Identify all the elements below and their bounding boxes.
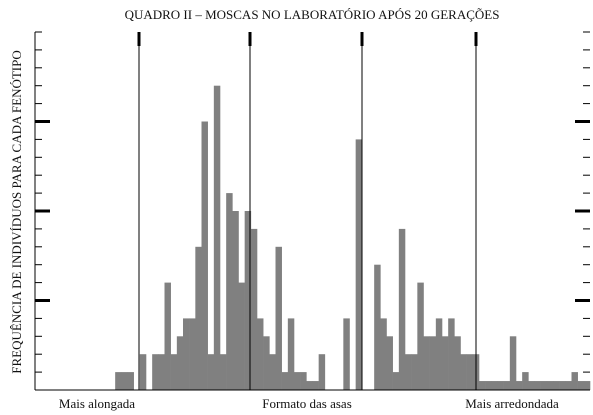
bar xyxy=(250,228,258,390)
bar xyxy=(115,372,122,390)
bar xyxy=(275,246,282,390)
bar xyxy=(281,372,289,390)
bar xyxy=(466,354,474,390)
bar xyxy=(522,372,529,390)
bar xyxy=(207,354,215,390)
bar xyxy=(479,381,486,390)
bar xyxy=(244,211,252,390)
x-label: Mais alongada xyxy=(59,396,135,411)
bar xyxy=(220,354,227,390)
bar xyxy=(460,354,467,390)
bar xyxy=(263,336,270,390)
bar xyxy=(448,318,455,390)
bar xyxy=(238,282,245,390)
bar xyxy=(355,139,363,390)
bar xyxy=(386,336,393,390)
bar xyxy=(454,336,461,390)
bar xyxy=(546,381,554,390)
bar xyxy=(435,318,443,390)
bar xyxy=(343,318,350,390)
bar xyxy=(559,381,566,390)
bar xyxy=(571,372,578,390)
bar xyxy=(183,318,190,390)
bar xyxy=(429,336,437,390)
chart-title: QUADRO II – MOSCAS NO LABORATÓRIO APÓS 2… xyxy=(125,7,500,22)
bar xyxy=(121,372,128,390)
bar xyxy=(374,264,381,390)
bar xyxy=(300,372,307,390)
bar xyxy=(170,354,178,390)
bar xyxy=(306,381,313,390)
bar xyxy=(257,318,264,390)
bar xyxy=(392,372,400,390)
bar xyxy=(127,372,134,390)
bar xyxy=(318,354,326,390)
bar xyxy=(139,354,147,390)
bar xyxy=(503,381,511,390)
bar xyxy=(423,336,430,390)
bar xyxy=(312,381,319,390)
bar xyxy=(380,318,387,390)
y-axis-label: FREQUÊNCIA DE INDIVÍDUOS PARA CADA FENÓT… xyxy=(9,50,24,373)
bar xyxy=(232,211,239,390)
bar xyxy=(417,282,424,390)
bar xyxy=(213,85,221,390)
bar xyxy=(442,336,449,390)
bar xyxy=(164,282,171,390)
x-label: Mais arredondada xyxy=(465,396,559,411)
bar xyxy=(534,381,541,390)
bar xyxy=(287,318,295,390)
bar xyxy=(269,354,276,390)
bar xyxy=(540,381,548,390)
bar xyxy=(583,381,591,390)
bar xyxy=(176,336,184,390)
bar xyxy=(509,336,517,390)
bar xyxy=(491,381,498,390)
bar xyxy=(497,381,504,390)
bar xyxy=(226,193,233,390)
bar xyxy=(189,318,196,390)
bar xyxy=(152,354,159,390)
bar xyxy=(528,381,535,390)
bar xyxy=(294,372,301,390)
bar xyxy=(195,246,202,390)
x-label: Formato das asas xyxy=(262,396,352,411)
bar xyxy=(565,381,572,390)
bar xyxy=(553,381,560,390)
bar xyxy=(398,228,406,390)
bar xyxy=(405,354,412,390)
bar xyxy=(577,381,585,390)
bar xyxy=(201,121,208,390)
bar xyxy=(485,381,492,390)
bar xyxy=(411,354,418,390)
bar xyxy=(516,381,523,390)
bar xyxy=(158,354,165,390)
